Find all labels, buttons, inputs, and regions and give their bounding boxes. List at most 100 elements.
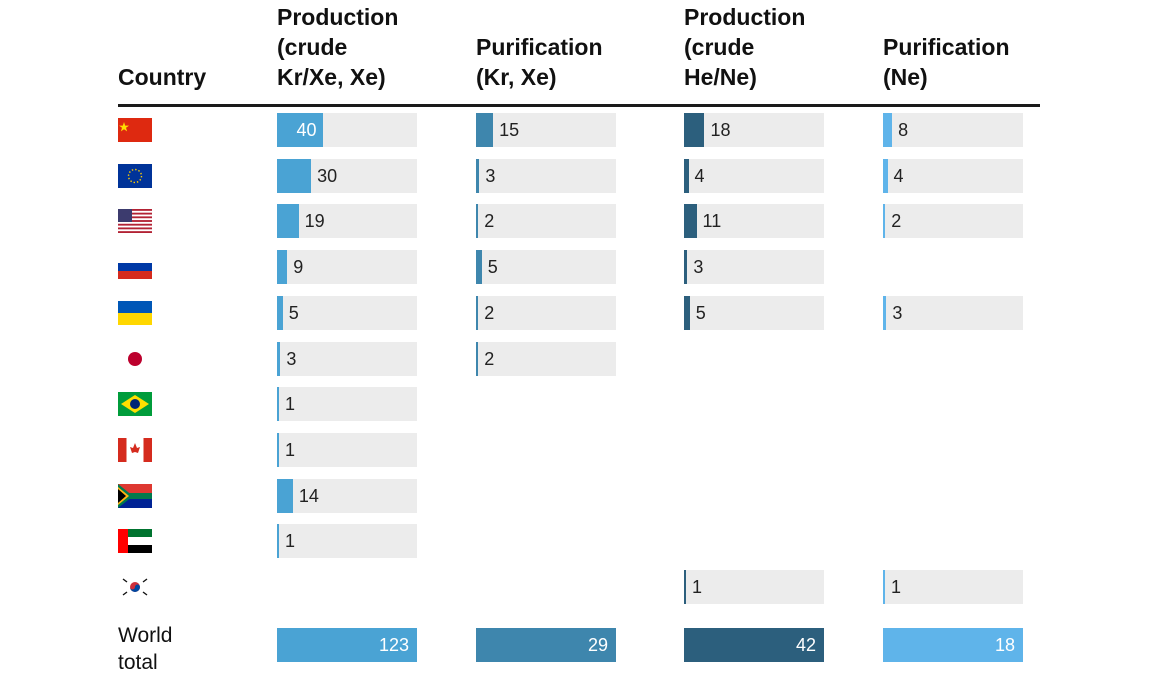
bar-track: 1 (277, 432, 417, 467)
bar (684, 570, 686, 604)
bar-value-label: 9 (293, 257, 304, 278)
total-bar: 29 (476, 628, 616, 662)
bar (684, 113, 705, 147)
bar-value-label: 2 (484, 302, 495, 323)
bar-value-label: 1 (285, 394, 296, 415)
bar-value-label: 18 (710, 120, 731, 140)
bar (684, 295, 690, 330)
total-value-label: 123 (378, 635, 409, 655)
total-bar: 18 (883, 628, 1023, 662)
bar (476, 113, 494, 147)
bar (476, 158, 480, 193)
header-rule (118, 104, 1040, 107)
bar-track: 15 (476, 113, 616, 147)
bar (277, 341, 281, 376)
brazil-flag (118, 392, 152, 417)
bar-value-label: 3 (485, 165, 496, 186)
bar-value-label: 1 (285, 531, 296, 552)
header-production-he-ne: Production (crude He/Ne) (684, 4, 806, 90)
bar (277, 478, 293, 513)
canada-flag (118, 437, 152, 462)
bar-value-label: 2 (891, 211, 902, 232)
bar (277, 113, 323, 147)
bar-value-label: 3 (892, 302, 903, 323)
bar-value-label: 2 (484, 348, 495, 369)
bar-track: 2 (476, 295, 616, 330)
bar-track: 9 (277, 250, 417, 285)
bar-track: 18 (684, 113, 824, 147)
japan-flag (118, 347, 152, 371)
bar-track: 5 (476, 250, 616, 285)
total-bar: 42 (684, 628, 824, 662)
bar-track: 2 (476, 341, 616, 376)
bar-value-label: 3 (693, 257, 704, 278)
bar-value-label: 1 (692, 577, 703, 597)
bar-track: 2 (883, 204, 1023, 239)
ukraine-flag (118, 300, 152, 325)
bar-track: 4 (684, 158, 824, 193)
bar-value-label: 8 (898, 120, 909, 140)
bar (684, 250, 688, 285)
bar (277, 250, 288, 285)
russia-flag (118, 255, 152, 280)
total-bar: 123 (277, 628, 417, 662)
bar-track: 1 (277, 387, 417, 422)
bar (277, 387, 279, 422)
bar-track: 4 (883, 158, 1023, 193)
bar (277, 432, 279, 467)
bar-track: 30 (277, 158, 417, 193)
bar-value-label: 5 (695, 302, 706, 323)
bar (684, 158, 689, 193)
total-value-label: 18 (994, 635, 1015, 655)
bar-track: 3 (277, 341, 417, 376)
bar (476, 204, 479, 239)
country-header: Country (118, 64, 207, 90)
uae-flag (118, 529, 152, 554)
bar-value-label: 30 (317, 165, 338, 186)
bar-value-label: 15 (499, 120, 520, 140)
bar-track: 14 (277, 478, 417, 513)
bar-track: 11 (684, 204, 824, 239)
bar-track: 2 (476, 204, 616, 239)
header-production-kr-xe: Production (crude Kr/Xe, Xe) (277, 4, 399, 90)
total-value-label: 42 (795, 635, 816, 655)
south-africa-flag (118, 483, 152, 508)
bar-value-label: 4 (893, 165, 904, 186)
header-purification-kr-xe: Purification (Kr, Xe) (476, 34, 603, 90)
south-korea-flag (118, 575, 152, 599)
total-value-label: 29 (587, 635, 608, 655)
bar-track: 1 (277, 524, 417, 559)
bar (277, 204, 299, 239)
bar (883, 204, 886, 239)
bar-value-label: 19 (304, 211, 325, 232)
bar-track: 3 (883, 295, 1023, 330)
bar-track: 5 (684, 295, 824, 330)
bar-track: 3 (684, 250, 824, 285)
bar-track: 40 (277, 113, 417, 147)
bar (476, 341, 479, 376)
bar (476, 250, 482, 285)
bar-track: 5 (277, 295, 417, 330)
bar (883, 570, 885, 604)
bar-value-label: 4 (694, 165, 705, 186)
bar (684, 204, 697, 239)
china-flag (118, 118, 152, 142)
header-purification-ne: Purification (Ne) (883, 34, 1010, 90)
bar-value-label: 40 (296, 120, 317, 140)
usa-flag (118, 209, 152, 234)
bar-value-label: 2 (484, 211, 495, 232)
bar-value-label: 11 (702, 211, 722, 232)
bar (277, 295, 283, 330)
bar-track: 3 (476, 158, 616, 193)
bar (883, 158, 888, 193)
bar-value-label: 5 (487, 257, 498, 278)
bar-value-label: 1 (285, 439, 296, 460)
world-total-label: World total (118, 624, 173, 674)
bar-value-label: 3 (286, 348, 297, 369)
bar-value-label: 5 (288, 302, 299, 323)
bar-value-label: 14 (298, 485, 319, 506)
eu-flag (118, 163, 152, 188)
bar-track: 8 (883, 113, 1023, 147)
bar (476, 295, 479, 330)
bar-value-label: 1 (891, 577, 902, 597)
